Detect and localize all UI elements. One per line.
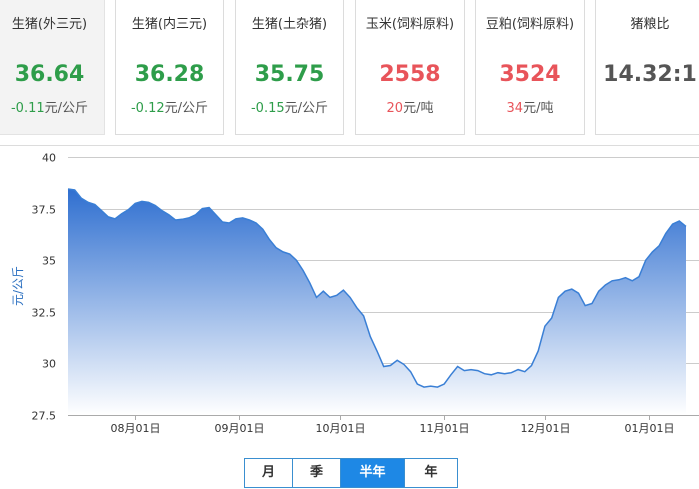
card-price: 36.64	[14, 62, 85, 87]
card-title: 豆粕(饲料原料)	[485, 17, 575, 32]
x-tick-label: 12月01日	[521, 422, 571, 435]
card-price: 35.75	[254, 62, 325, 87]
card-change-value: -0.15	[250, 101, 285, 116]
y-tick-label: 40	[42, 152, 56, 165]
card-change-value: -0.12	[130, 101, 165, 116]
card-title: 生猪(内三元)	[131, 17, 208, 32]
y-tick-label: 32.5	[32, 307, 57, 320]
card-change: 34元/吨	[476, 97, 584, 116]
x-tick-label: 09月01日	[215, 422, 265, 435]
tab-month[interactable]: 月	[245, 459, 293, 487]
card-pig-native[interactable]: 生猪(土杂猪) 35.75 -0.15元/公斤	[235, 0, 344, 135]
series-line	[67, 188, 687, 388]
card-change-unit: 元/公斤	[44, 101, 89, 116]
y-tick-label: 30	[42, 358, 56, 371]
y-tick-label: 35	[42, 255, 56, 268]
chart-axes: 40 37.5 35 32.5 30 27.5 08月01日 09月01日 10月01日 11月0…	[32, 152, 699, 435]
card-change-unit: 元/吨	[523, 101, 554, 116]
card-pig-grain-ratio[interactable]: 猪粮比 14.32:1	[595, 0, 699, 135]
card-title: 生猪(外三元)	[11, 17, 88, 32]
y-tick-label: 37.5	[32, 204, 57, 217]
card-price: 14.32:1	[603, 62, 697, 87]
card-change-unit: 元/吨	[403, 101, 434, 116]
card-corn[interactable]: 玉米(饲料原料) 2558 20元/吨	[355, 0, 465, 135]
x-tick-label: 08月01日	[111, 422, 161, 435]
cards-divider	[0, 145, 699, 146]
card-price: 2558	[379, 62, 441, 87]
card-change-value: 20	[386, 101, 404, 116]
y-tick-label: 27.5	[32, 410, 57, 423]
price-cards: 生猪(外三元) 36.64 -0.11元/公斤 生猪(内三元) 36.28 -0.12元/…	[0, 0, 699, 145]
card-change: -0.11元/公斤	[0, 97, 104, 116]
card-soymeal[interactable]: 豆粕(饲料原料) 3524 34元/吨	[475, 0, 585, 135]
card-change: -0.12元/公斤	[116, 97, 223, 116]
card-pig-inner[interactable]: 生猪(内三元) 36.28 -0.12元/公斤	[115, 0, 224, 135]
price-trend-chart: 40 37.5 35 32.5 30 27.5 08月01日 09月01日 10月01日 11月0…	[11, 152, 699, 435]
y-axis-label: 元/公斤	[11, 266, 25, 306]
tab-half-year[interactable]: 半年	[341, 459, 405, 487]
tab-year[interactable]: 年	[405, 459, 457, 487]
card-change-unit: 元/公斤	[284, 101, 329, 116]
chart-area	[67, 188, 687, 415]
card-pig-outer[interactable]: 生猪(外三元) 36.64 -0.11元/公斤	[0, 0, 105, 135]
card-change: 20元/吨	[356, 97, 464, 116]
x-tick-label: 11月01日	[420, 422, 470, 435]
card-title: 生猪(土杂猪)	[251, 17, 328, 32]
card-change-value: -0.11	[10, 101, 45, 116]
card-change-unit: 元/公斤	[164, 101, 209, 116]
card-price: 36.28	[134, 62, 205, 87]
tab-quarter[interactable]: 季	[293, 459, 341, 487]
x-tick-label: 10月01日	[316, 422, 366, 435]
card-change-value: 34	[506, 101, 524, 116]
card-price: 3524	[499, 62, 561, 87]
card-title: 玉米(饲料原料)	[365, 17, 455, 32]
card-title: 猪粮比	[630, 17, 670, 32]
period-tabs: 月季半年年	[244, 458, 458, 488]
series-area	[68, 189, 686, 415]
x-tick-label: 01月01日	[625, 422, 675, 435]
card-change: -0.15元/公斤	[236, 97, 343, 116]
